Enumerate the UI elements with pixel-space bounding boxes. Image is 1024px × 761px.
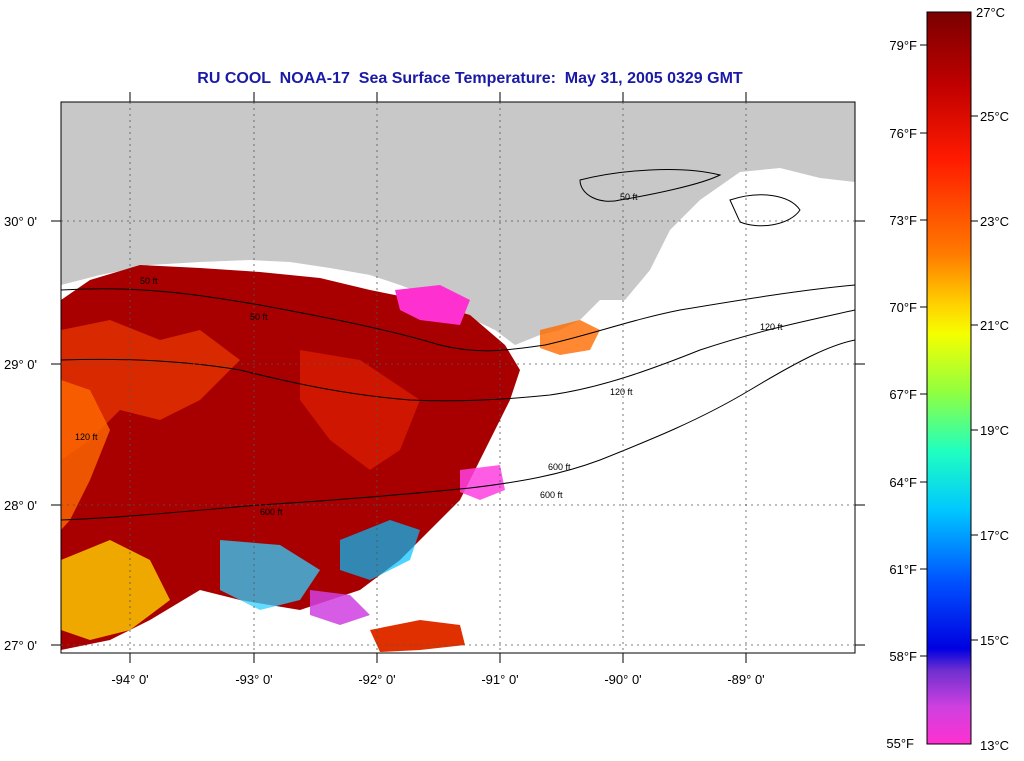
- sst-south-patch: [370, 620, 465, 652]
- colorbar-c-label: 15°C: [980, 633, 1009, 648]
- contour-label: 600 ft: [540, 490, 563, 500]
- sst-coastal-east: [540, 320, 600, 355]
- colorbar: [926, 11, 972, 745]
- sst-cool-streak: [220, 540, 320, 610]
- colorbar-f-label: 64°F: [889, 475, 917, 490]
- lon-label: -90° 0': [604, 672, 641, 687]
- lat-label: 28° 0': [4, 498, 37, 513]
- contour-label: 120 ft: [760, 322, 783, 332]
- colorbar-ticks: [920, 44, 978, 657]
- tick-marks: [51, 92, 865, 663]
- colorbar-c-label: 19°C: [980, 423, 1009, 438]
- lat-label: 27° 0': [4, 638, 37, 653]
- contour-label: 120 ft: [75, 432, 98, 442]
- colorbar-f-label: 61°F: [889, 562, 917, 577]
- map-frame: [60, 101, 856, 654]
- contour-label: 50 ft: [140, 276, 158, 286]
- colorbar-f-label: 67°F: [889, 387, 917, 402]
- lon-label: -93° 0': [235, 672, 272, 687]
- sst-mid-region: [300, 350, 420, 470]
- contour-label: 50 ft: [620, 192, 638, 202]
- colorbar-c-label: 25°C: [980, 109, 1009, 124]
- sst-orange-region-2: [61, 380, 110, 530]
- colorbar-f-label: 79°F: [889, 38, 917, 53]
- sst-pink-patch: [395, 285, 470, 325]
- colorbar-c-label: 27°C: [976, 5, 1005, 20]
- contour-label: 600 ft: [260, 507, 283, 517]
- sst-pink-patch-3: [310, 590, 370, 625]
- colorbar-c-label: 13°C: [980, 738, 1009, 753]
- colorbar-c-label: 21°C: [980, 318, 1009, 333]
- land-mass: [61, 102, 855, 345]
- contour-label: 50 ft: [250, 312, 268, 322]
- map-title: RU COOL NOAA-17 Sea Surface Temperature:…: [197, 70, 743, 87]
- graticule: [61, 102, 855, 653]
- colorbar-c-label: 23°C: [980, 214, 1009, 229]
- colorbar-f-label: 58°F: [889, 649, 917, 664]
- lon-label: -91° 0': [481, 672, 518, 687]
- colorbar-c-label: 17°C: [980, 528, 1009, 543]
- sst-pink-patch-2: [460, 465, 505, 500]
- lat-label: 30° 0': [4, 214, 37, 229]
- lon-label: -92° 0': [358, 672, 395, 687]
- lon-label: -89° 0': [727, 672, 764, 687]
- contour-label: 120 ft: [610, 387, 633, 397]
- sst-cool-streak-3: [340, 520, 420, 580]
- lat-label: 29° 0': [4, 357, 37, 372]
- colorbar-f-label: 73°F: [889, 213, 917, 228]
- sst-cool-streak-2: [61, 540, 170, 640]
- colorbar-f-label: 70°F: [889, 300, 917, 315]
- bathymetry-contours: [61, 169, 855, 521]
- sst-orange-region: [61, 320, 240, 460]
- colorbar-f-label: 55°F: [886, 736, 914, 751]
- lon-label: -94° 0': [111, 672, 148, 687]
- colorbar-f-label: 76°F: [889, 126, 917, 141]
- contour-label: 600 ft: [548, 462, 571, 472]
